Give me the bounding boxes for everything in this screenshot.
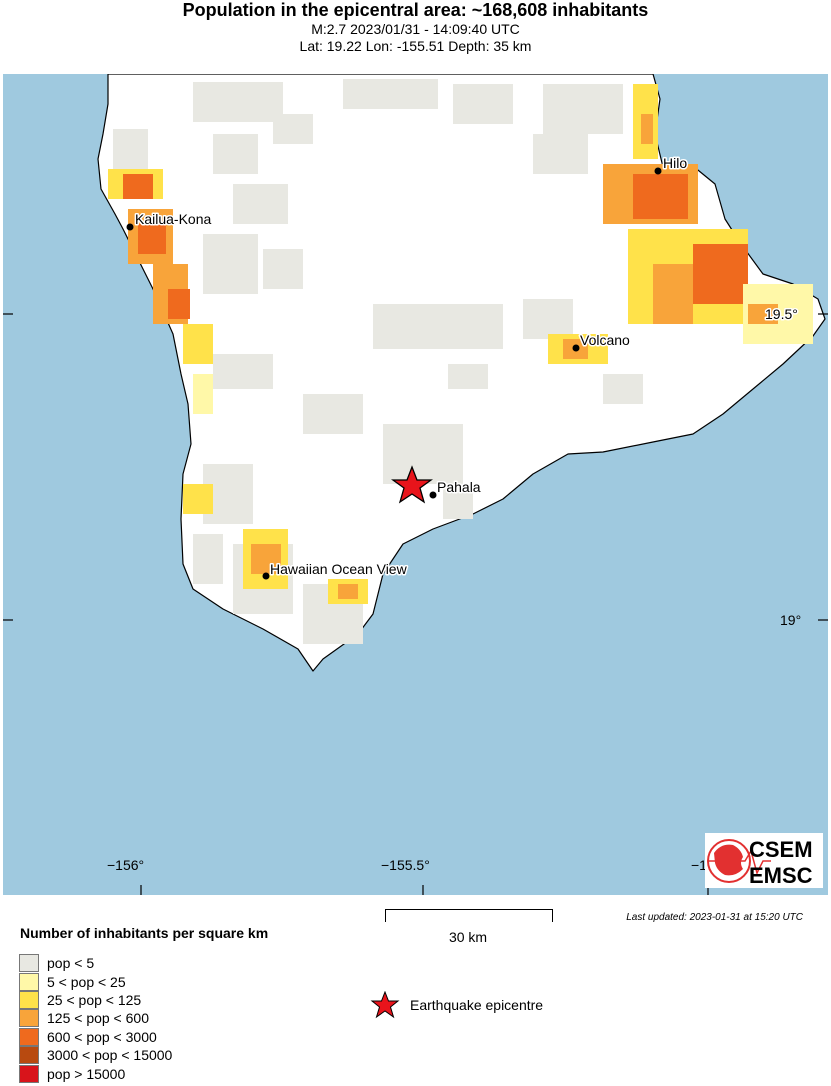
logo-top-text: CSEM	[749, 837, 813, 862]
legend-title: Number of inhabitants per square km	[20, 925, 269, 941]
place-marker	[572, 344, 580, 352]
legend-swatch	[19, 972, 39, 991]
location-info: Lat: 19.22 Lon: -155.51 Depth: 35 km	[299, 38, 532, 54]
lon-tick-3: −1	[691, 857, 707, 873]
population-legend: pop < 5 5 < pop < 25 25 < pop < 125 125 …	[19, 954, 172, 1083]
legend-item: 600 < pop < 3000	[19, 1027, 172, 1046]
legend-item: pop < 5	[19, 954, 172, 973]
legend-swatch	[19, 1009, 39, 1028]
population-map[interactable]: −156° −155.5° −1 19.5° 19° Kailua-Kona H…	[3, 74, 828, 895]
legend-swatch	[19, 1027, 39, 1046]
legend-item: 5 < pop < 25	[19, 972, 172, 991]
legend-label: 3000 < pop < 15000	[47, 1047, 173, 1064]
lon-tick-2: −155.5°	[381, 857, 430, 873]
legend-swatch	[19, 954, 39, 973]
place-label: Hilo	[663, 155, 687, 171]
place-hilo[interactable]: Hilo	[654, 154, 689, 175]
place-pahala[interactable]: Pahala	[429, 478, 482, 499]
emsc-logo: CSEM EMSC	[705, 833, 823, 888]
legend-item: 25 < pop < 125	[19, 990, 172, 1009]
scale-label: 30 km	[448, 929, 488, 945]
legend-item: 3000 < pop < 15000	[19, 1046, 173, 1065]
legend-swatch	[19, 1046, 39, 1065]
map-title: Population in the epicentral area: ~168,…	[182, 0, 649, 20]
epicentre-legend-label: Earthquake epicentre	[410, 997, 544, 1013]
place-kailua-kona[interactable]: Kailua-Kona	[126, 210, 213, 231]
place-marker	[262, 572, 270, 580]
kona-coast-population	[108, 169, 213, 514]
scale-bar	[385, 909, 553, 922]
logo-bottom-text: EMSC	[749, 863, 813, 888]
place-marker	[429, 491, 437, 499]
legend-swatch	[19, 1064, 39, 1083]
legend-item: pop > 15000	[19, 1064, 172, 1083]
place-label: Volcano	[580, 332, 630, 348]
hilo-population	[603, 84, 813, 344]
event-info: M:2.7 2023/01/31 - 14:09:40 UTC	[311, 21, 520, 37]
place-label: Hawaiian Ocean View	[270, 561, 408, 577]
legend-label: 5 < pop < 25	[47, 973, 126, 990]
star-icon	[370, 991, 400, 1019]
place-label: Kailua-Kona	[135, 211, 211, 227]
lat-tick-2: 19°	[780, 612, 801, 628]
epicentre-legend: Earthquake epicentre	[370, 991, 543, 1019]
volcano-population	[548, 334, 608, 364]
place-volcano[interactable]: Volcano	[572, 331, 632, 352]
place-label: Pahala	[437, 479, 481, 495]
legend-label: 600 < pop < 3000	[47, 1028, 157, 1045]
legend-label: pop < 5	[47, 955, 95, 972]
epicenter-star-icon[interactable]	[391, 465, 433, 504]
legend-label: 25 < pop < 125	[47, 991, 142, 1008]
place-hawaiian-ocean-view[interactable]: Hawaiian Ocean View	[262, 560, 409, 580]
place-marker	[654, 167, 662, 175]
place-marker	[126, 223, 134, 231]
legend-label: 125 < pop < 600	[47, 1010, 149, 1027]
lon-tick-1: −156°	[107, 857, 144, 873]
legend-item: 125 < pop < 600	[19, 1009, 172, 1028]
lat-tick-1: 19.5°	[765, 306, 798, 322]
last-updated: Last updated: 2023-01-31 at 15:20 UTC	[626, 912, 803, 923]
legend-swatch	[19, 990, 39, 1009]
legend-label: pop > 15000	[47, 1065, 126, 1082]
